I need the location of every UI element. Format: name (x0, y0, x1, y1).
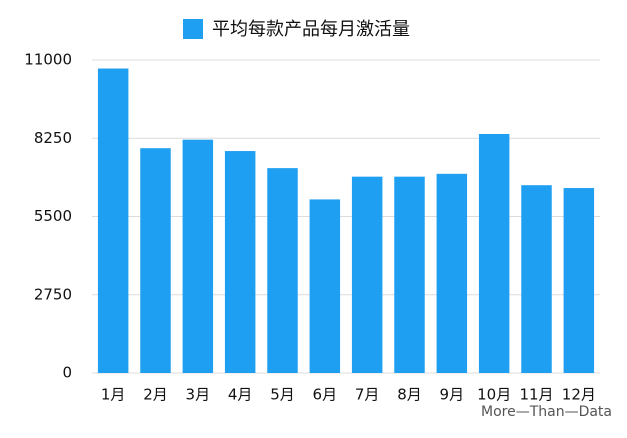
x-tick-label: 6月 (313, 386, 338, 404)
bar (182, 139, 214, 373)
bar (309, 199, 341, 373)
x-tick-label: 2月 (143, 386, 168, 404)
y-tick-label: 11000 (24, 51, 72, 69)
x-tick-label: 5月 (270, 386, 295, 404)
bar (140, 148, 171, 373)
bar (351, 176, 383, 373)
bar (521, 185, 552, 373)
bar (436, 173, 468, 373)
x-tick-label: 1月 (101, 386, 126, 404)
x-tick-label: 9月 (440, 386, 465, 404)
y-tick-label: 5500 (34, 207, 72, 225)
bar (97, 68, 129, 373)
x-tick-label: 12月 (562, 386, 596, 404)
y-tick-label: 8250 (34, 129, 72, 147)
legend-swatch (183, 19, 203, 39)
bar (224, 151, 256, 373)
bar (267, 168, 298, 373)
bar (394, 176, 425, 373)
x-tick-label: 7月 (355, 386, 380, 404)
x-tick-label: 11月 (519, 386, 553, 404)
bar (563, 188, 595, 373)
x-tick-label: 10月 (477, 386, 511, 404)
bar (478, 133, 510, 373)
x-tick-label: 4月 (228, 386, 253, 404)
footer: More—Than—Data (481, 404, 612, 420)
x-tick-label: 3月 (186, 386, 211, 404)
y-tick-label: 2750 (34, 285, 72, 303)
y-tick-label: 0 (62, 364, 72, 382)
x-tick-label: 8月 (397, 386, 422, 404)
legend-label: 平均每款产品每月激活量 (212, 19, 410, 40)
